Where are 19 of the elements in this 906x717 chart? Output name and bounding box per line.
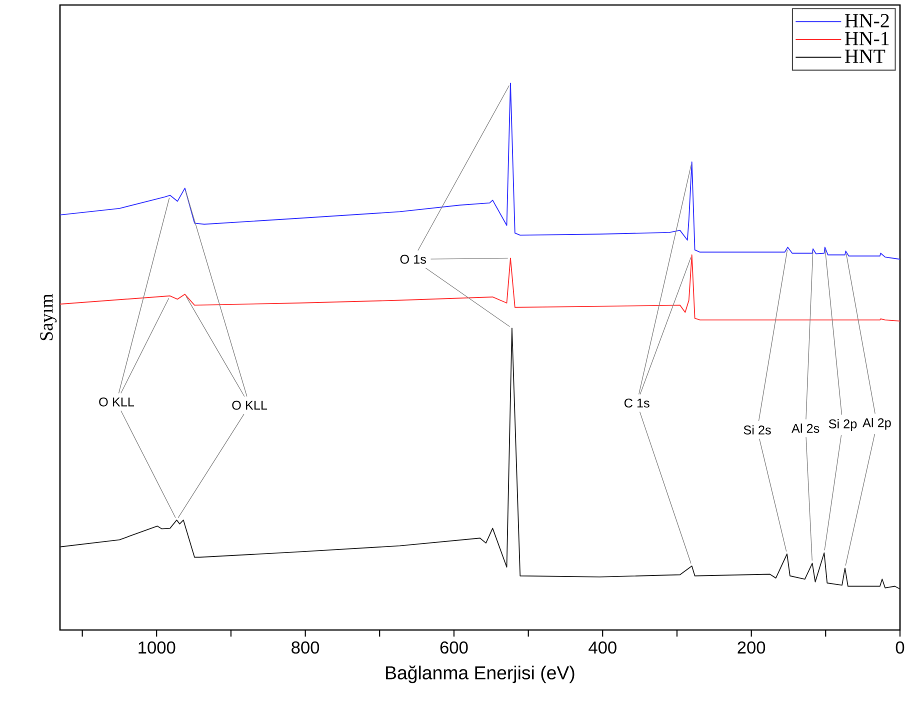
x-tick-label: 200 xyxy=(738,641,766,654)
x-tick-label: 600 xyxy=(440,641,468,654)
x-tick-label: 400 xyxy=(588,641,616,654)
annotation: O KLL xyxy=(99,397,134,406)
legend-label: HN-2 xyxy=(844,14,889,28)
annotation: O 1s xyxy=(400,254,426,264)
x-tick-label: 0 xyxy=(896,641,904,654)
x-axis-title: Bağlanma Enerjisi (eV) xyxy=(386,665,574,684)
legend-label: HN-1 xyxy=(844,32,889,46)
annotation: Si 2s xyxy=(744,425,771,435)
x-tick-label: 1000 xyxy=(138,641,176,654)
annotation: Al 2s xyxy=(792,424,820,433)
annotation: Al 2p xyxy=(862,418,891,430)
y-axis-title: Sayım xyxy=(40,294,57,340)
annotation: C 1s xyxy=(624,398,650,408)
annotation: O KLL xyxy=(232,400,268,410)
annotation: Si 2p xyxy=(828,419,857,431)
x-tick-label: 800 xyxy=(292,641,320,654)
legend-label: HNT xyxy=(844,50,886,63)
